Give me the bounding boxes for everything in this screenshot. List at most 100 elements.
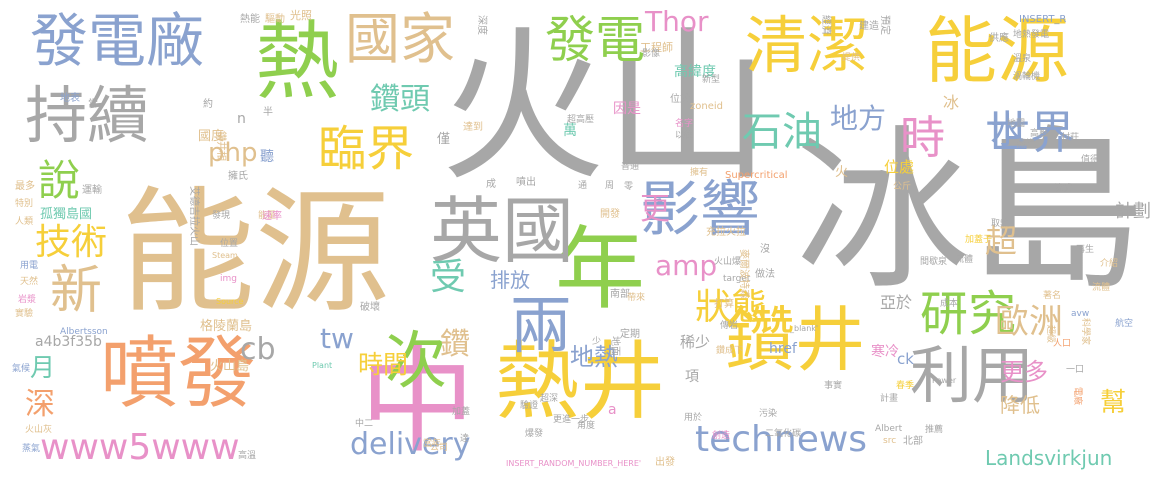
cloud-word: 二氧化碳	[765, 429, 802, 439]
cloud-word: 艾德吉拉火山	[188, 186, 199, 246]
cloud-word: 新型	[702, 75, 721, 85]
cloud-word: 傳岩	[720, 321, 739, 331]
cloud-word: ck	[897, 350, 914, 368]
cloud-word: 預定	[879, 15, 890, 35]
cloud-word: cb	[240, 332, 276, 367]
cloud-word: 介紹	[1100, 259, 1119, 269]
cloud-word: 少	[592, 337, 602, 347]
cloud-word: Albertsson	[60, 327, 108, 337]
cloud-word: 月	[30, 353, 56, 382]
cloud-word: 高緯度	[674, 64, 716, 80]
cloud-word: 火山	[440, 11, 770, 203]
cloud-word: 南部	[610, 289, 630, 300]
cloud-word: 能源	[925, 9, 1070, 93]
cloud-word: 打算	[714, 299, 734, 310]
cloud-word: 爆發	[525, 429, 544, 439]
cloud-word: _blank'	[790, 324, 819, 333]
cloud-word: 一口	[1066, 365, 1085, 375]
cloud-word: 發電	[545, 11, 645, 69]
cloud-word: Landsvirkjun	[985, 446, 1113, 470]
cloud-word: 工程師	[640, 41, 673, 54]
cloud-word: 能源	[120, 174, 390, 331]
cloud-word: 聽	[260, 149, 274, 165]
cloud-word: 流體	[1092, 283, 1111, 293]
cloud-word: 成本	[940, 299, 959, 309]
cloud-word: 帶來	[627, 293, 646, 303]
cloud-word: 熱能	[240, 14, 260, 25]
cloud-word: 受	[430, 257, 467, 298]
cloud-word: 時	[900, 111, 946, 164]
cloud-word: 約	[203, 99, 213, 110]
cloud-word: 事實	[824, 381, 843, 391]
cloud-word: 達到	[463, 122, 483, 133]
cloud-word: 實驗	[15, 309, 34, 319]
cloud-word: 歐洲	[995, 302, 1063, 342]
cloud-word: 年	[555, 217, 645, 322]
cloud-word: 高溫	[238, 451, 257, 461]
cloud-word: 發現	[212, 211, 231, 221]
cloud-word: 幫	[1100, 388, 1127, 418]
cloud-word: 間歇泉	[920, 257, 948, 267]
cloud-word: 蒸氣	[22, 444, 41, 454]
cloud-word: 天然	[20, 277, 39, 287]
cloud-word: 加蓋	[452, 407, 471, 417]
cloud-word: 氣候	[12, 364, 31, 374]
cloud-word: 說	[38, 156, 81, 205]
cloud-word: 中二	[355, 419, 374, 429]
cloud-word: 公斤	[893, 182, 912, 192]
cloud-word: 熱井	[495, 333, 666, 432]
cloud-word: 供應	[989, 33, 1009, 44]
cloud-word: a4b3f35b	[35, 334, 102, 350]
cloud-word: 用電	[20, 261, 39, 271]
cloud-word: 地方	[830, 102, 887, 135]
cloud-word: 火	[835, 165, 849, 180]
cloud-word: a	[608, 402, 617, 418]
cloud-word: zoneid	[690, 101, 723, 112]
cloud-word: 流體	[955, 255, 974, 265]
cloud-word: 開發	[600, 209, 620, 220]
cloud-word: INSERT_R	[1019, 14, 1067, 25]
cloud-word: Plant	[312, 361, 333, 370]
cloud-word: 鑽頭	[370, 82, 430, 117]
cloud-word: 位於	[670, 94, 690, 105]
cloud-word: 水	[990, 112, 1026, 152]
cloud-word: 次	[385, 324, 448, 397]
cloud-word: 超深	[540, 394, 559, 404]
cloud-word: 用於	[684, 413, 703, 423]
cloud-word: 速率	[262, 211, 282, 222]
cloud-word: 萬	[563, 123, 577, 139]
cloud-word: 英國	[430, 189, 575, 273]
cloud-word: 深	[25, 387, 55, 422]
cloud-word: 孤獨島國	[40, 207, 93, 222]
cloud-word: 公司	[430, 443, 449, 453]
cloud-word: 擁氏	[228, 171, 248, 182]
cloud-word: 推薦	[925, 425, 944, 435]
cloud-word: 驗證	[520, 401, 539, 411]
cloud-word: amp	[655, 249, 718, 282]
cloud-word: 火山島	[210, 359, 250, 374]
cloud-word: 提供	[842, 53, 861, 63]
cloud-word: 岩漿	[18, 295, 37, 305]
cloud-word: 創造	[712, 431, 731, 441]
cloud-word: 國度	[198, 129, 225, 144]
cloud-word: 半	[263, 107, 273, 118]
cloud-word: 渦輪機	[1013, 72, 1041, 82]
cloud-word: Power	[932, 376, 957, 385]
cloud-word: 做法	[755, 269, 775, 280]
cloud-word: 鑽	[440, 327, 470, 362]
cloud-word: 位置	[220, 239, 239, 249]
cloud-word: 驅動	[265, 14, 285, 25]
cloud-word: 位處	[884, 158, 915, 176]
cloud-word: 溫泉	[1013, 54, 1032, 64]
cloud-word: 項	[685, 369, 699, 385]
cloud-word: 加蓋子	[965, 235, 993, 245]
cloud-word: 村莊	[1061, 133, 1080, 143]
cloud-word: 春季	[896, 381, 915, 391]
cloud-word: php	[208, 138, 258, 168]
cloud-word: 影響	[640, 175, 760, 245]
cloud-word: technews	[695, 419, 868, 460]
cloud-word: 破壞	[360, 302, 380, 313]
cloud-word: 充拉火拉	[706, 227, 746, 238]
cloud-word: 計畫	[880, 394, 899, 404]
